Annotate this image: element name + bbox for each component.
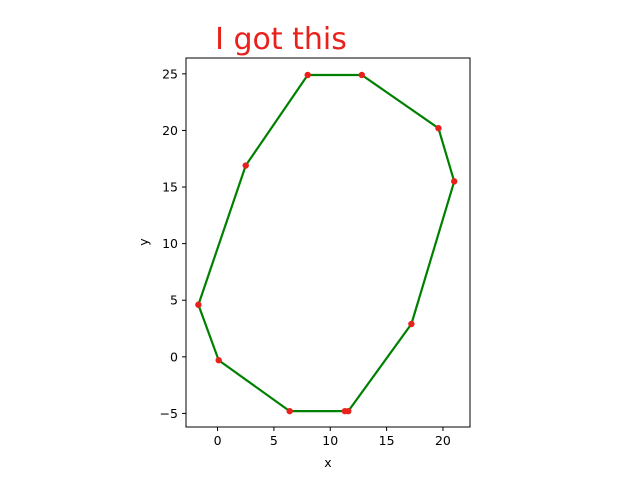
- y-tick-label: 25: [162, 66, 178, 81]
- y-axis-label: y: [136, 238, 151, 246]
- y-tick-label: 15: [162, 180, 178, 195]
- x-tick-label: 0: [214, 433, 222, 448]
- x-tick-label: 5: [270, 433, 278, 448]
- y-tick-label: 5: [170, 293, 178, 308]
- y-axis: −5 0 5 10 15 20 25: [160, 66, 186, 421]
- y-tick-label: 20: [162, 123, 178, 138]
- x-tick-label: 10: [322, 433, 338, 448]
- data-point: [195, 301, 202, 308]
- data-point: [215, 357, 222, 364]
- x-axis: 0 5 10 15 20: [214, 427, 451, 448]
- data-point: [408, 320, 415, 328]
- y-tick-label: 0: [170, 349, 178, 364]
- chart-title: I got this: [215, 22, 347, 57]
- data-point: [286, 407, 293, 415]
- data-point: [341, 407, 349, 415]
- data-point: [451, 178, 458, 185]
- x-tick-label: 20: [435, 433, 451, 448]
- y-tick-label: 10: [162, 236, 178, 251]
- data-point: [358, 71, 366, 79]
- data-point: [435, 124, 442, 132]
- data-point: [242, 162, 249, 169]
- data-point: [304, 71, 311, 79]
- series-line: [197, 73, 456, 413]
- axes-frame: [185, 57, 471, 428]
- plot-area: [195, 71, 458, 415]
- x-tick-label: 15: [379, 433, 395, 448]
- y-tick-label: −5: [160, 406, 178, 421]
- x-axis-label: x: [324, 455, 331, 470]
